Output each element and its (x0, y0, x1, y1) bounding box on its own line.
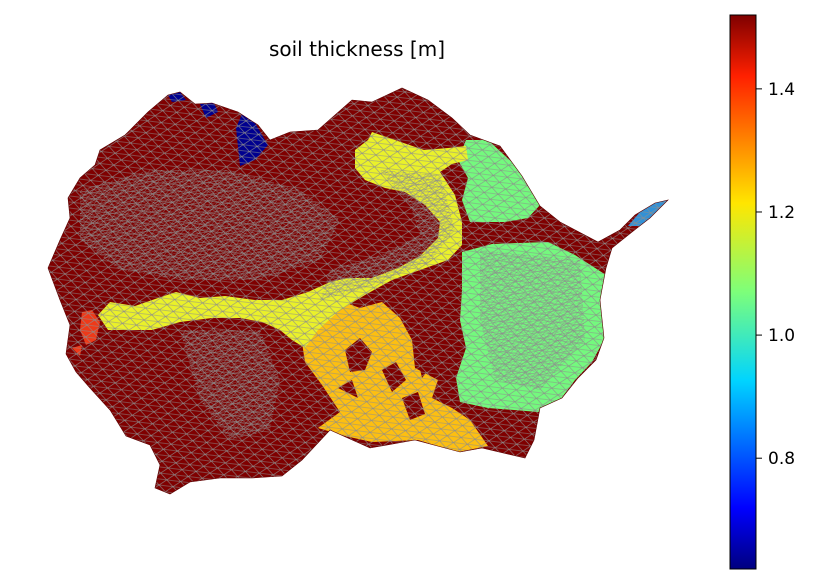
colorbar: 0.8 1.0 1.2 1.4 (729, 14, 795, 570)
colorbar-tick-label: 0.8 (768, 449, 795, 469)
basin-outline (47, 87, 669, 495)
colorbar-ticks: 0.8 1.0 1.2 1.4 (756, 80, 795, 469)
mesh-edges (48, 88, 668, 494)
mesh-plot (48, 88, 668, 494)
colorbar-tick-label: 1.2 (768, 203, 795, 223)
chart-title: soil thickness [m] (269, 37, 445, 61)
colorbar-tick-label: 1.4 (768, 80, 795, 100)
colorbar-tick-label: 1.0 (768, 326, 795, 346)
mesh-refined-edges (80, 170, 585, 440)
colorbar-gradient (729, 14, 757, 570)
